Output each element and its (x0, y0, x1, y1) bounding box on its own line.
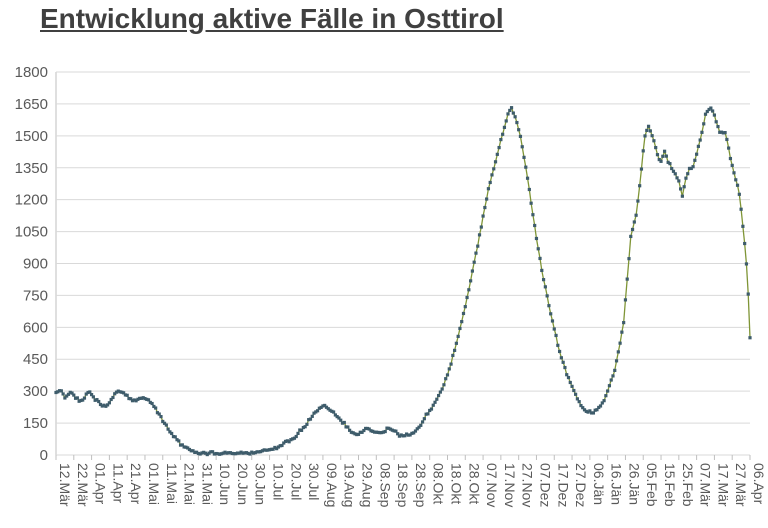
svg-text:07.Nov: 07.Nov (484, 463, 500, 507)
svg-text:17.Dez: 17.Dez (555, 463, 571, 507)
svg-text:12.Mär: 12.Mär (57, 463, 73, 507)
svg-text:01.Mai: 01.Mai (146, 463, 162, 505)
svg-text:27.Mär: 27.Mär (733, 463, 749, 507)
svg-text:28.Okt: 28.Okt (466, 463, 482, 504)
svg-text:29.Aug: 29.Aug (360, 463, 376, 507)
svg-text:15.Feb: 15.Feb (662, 463, 678, 507)
svg-text:09.Aug: 09.Aug (324, 463, 340, 507)
svg-text:30.Jun: 30.Jun (253, 463, 269, 505)
svg-text:20.Jul: 20.Jul (288, 463, 304, 500)
svg-text:28.Sep: 28.Sep (413, 463, 429, 508)
svg-text:27.Dez: 27.Dez (573, 463, 589, 507)
svg-text:11.Apr: 11.Apr (110, 463, 126, 504)
svg-text:30.Jul: 30.Jul (306, 463, 322, 500)
svg-text:1650: 1650 (15, 96, 48, 113)
svg-text:10.Jun: 10.Jun (217, 463, 233, 505)
svg-text:06.Jän: 06.Jän (591, 463, 607, 505)
svg-text:16.Jän: 16.Jän (609, 463, 625, 505)
svg-text:18.Sep: 18.Sep (395, 463, 411, 508)
svg-text:08.Sep: 08.Sep (377, 463, 393, 508)
svg-text:18.Okt: 18.Okt (448, 463, 464, 504)
svg-text:10.Jul: 10.Jul (271, 463, 287, 500)
svg-text:750: 750 (23, 287, 48, 304)
svg-text:19.Aug: 19.Aug (342, 463, 358, 507)
svg-text:1050: 1050 (15, 224, 48, 241)
svg-text:300: 300 (23, 383, 48, 400)
svg-text:20.Jun: 20.Jun (235, 463, 251, 505)
svg-text:1800: 1800 (15, 64, 48, 81)
svg-text:900: 900 (23, 256, 48, 273)
svg-text:27.Nov: 27.Nov (520, 463, 536, 507)
svg-text:1350: 1350 (15, 160, 48, 177)
svg-text:1500: 1500 (15, 128, 48, 145)
svg-text:25.Feb: 25.Feb (680, 463, 696, 507)
svg-text:07.Dez: 07.Dez (537, 463, 553, 507)
svg-text:21.Apr: 21.Apr (128, 463, 144, 505)
svg-text:31.Mai: 31.Mai (199, 463, 215, 505)
svg-text:11.Mai: 11.Mai (164, 463, 180, 504)
svg-text:07.Mär: 07.Mär (698, 463, 714, 507)
svg-text:150: 150 (23, 415, 48, 432)
svg-text:01.Apr: 01.Apr (93, 463, 109, 505)
svg-text:450: 450 (23, 351, 48, 368)
svg-text:05.Feb: 05.Feb (644, 463, 660, 507)
svg-text:26.Jän: 26.Jän (626, 463, 642, 505)
svg-text:21.Mai: 21.Mai (182, 463, 198, 505)
svg-text:17.Nov: 17.Nov (502, 463, 518, 507)
svg-text:1200: 1200 (15, 192, 48, 209)
svg-text:08.Okt: 08.Okt (431, 463, 447, 504)
svg-text:22.Mär: 22.Mär (75, 463, 91, 507)
svg-text:0: 0 (40, 447, 48, 464)
svg-text:17.Mär: 17.Mär (715, 463, 731, 507)
svg-text:06.Apr: 06.Apr (751, 463, 767, 505)
svg-text:600: 600 (23, 319, 48, 336)
